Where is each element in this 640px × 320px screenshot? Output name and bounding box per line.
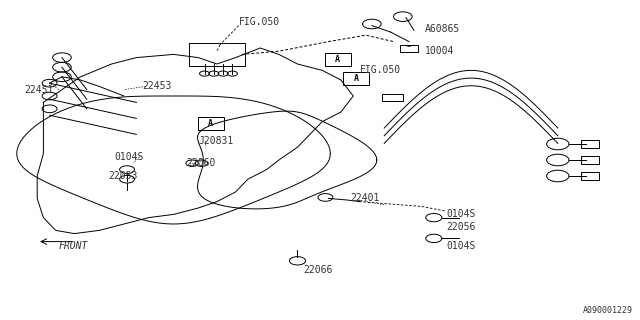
- Text: A: A: [335, 55, 340, 64]
- Text: 22401: 22401: [350, 193, 380, 204]
- FancyBboxPatch shape: [581, 140, 599, 148]
- FancyBboxPatch shape: [189, 43, 245, 66]
- Text: 10004: 10004: [424, 46, 454, 56]
- FancyBboxPatch shape: [343, 72, 369, 85]
- FancyBboxPatch shape: [581, 156, 599, 164]
- Text: 22060: 22060: [186, 158, 215, 168]
- Text: J20831: J20831: [198, 136, 234, 146]
- Text: A60865: A60865: [424, 24, 460, 34]
- Text: 0104S: 0104S: [115, 152, 144, 162]
- FancyBboxPatch shape: [382, 94, 403, 101]
- FancyBboxPatch shape: [400, 45, 418, 52]
- Text: A: A: [354, 74, 359, 83]
- FancyBboxPatch shape: [324, 53, 351, 66]
- Text: FRONT: FRONT: [59, 241, 88, 252]
- Text: 22056: 22056: [446, 222, 476, 232]
- Text: 22453: 22453: [143, 81, 172, 92]
- Text: A: A: [208, 119, 213, 128]
- FancyBboxPatch shape: [198, 117, 224, 130]
- Text: 22066: 22066: [304, 265, 333, 276]
- Text: FIG.050: FIG.050: [239, 17, 280, 28]
- Text: 0104S: 0104S: [446, 209, 476, 220]
- Text: 22053: 22053: [108, 171, 138, 181]
- FancyBboxPatch shape: [581, 172, 599, 180]
- Text: 0104S: 0104S: [446, 241, 476, 252]
- Text: 22451: 22451: [25, 84, 54, 95]
- Text: A090001229: A090001229: [582, 306, 632, 315]
- Text: FIG.050: FIG.050: [360, 65, 401, 76]
